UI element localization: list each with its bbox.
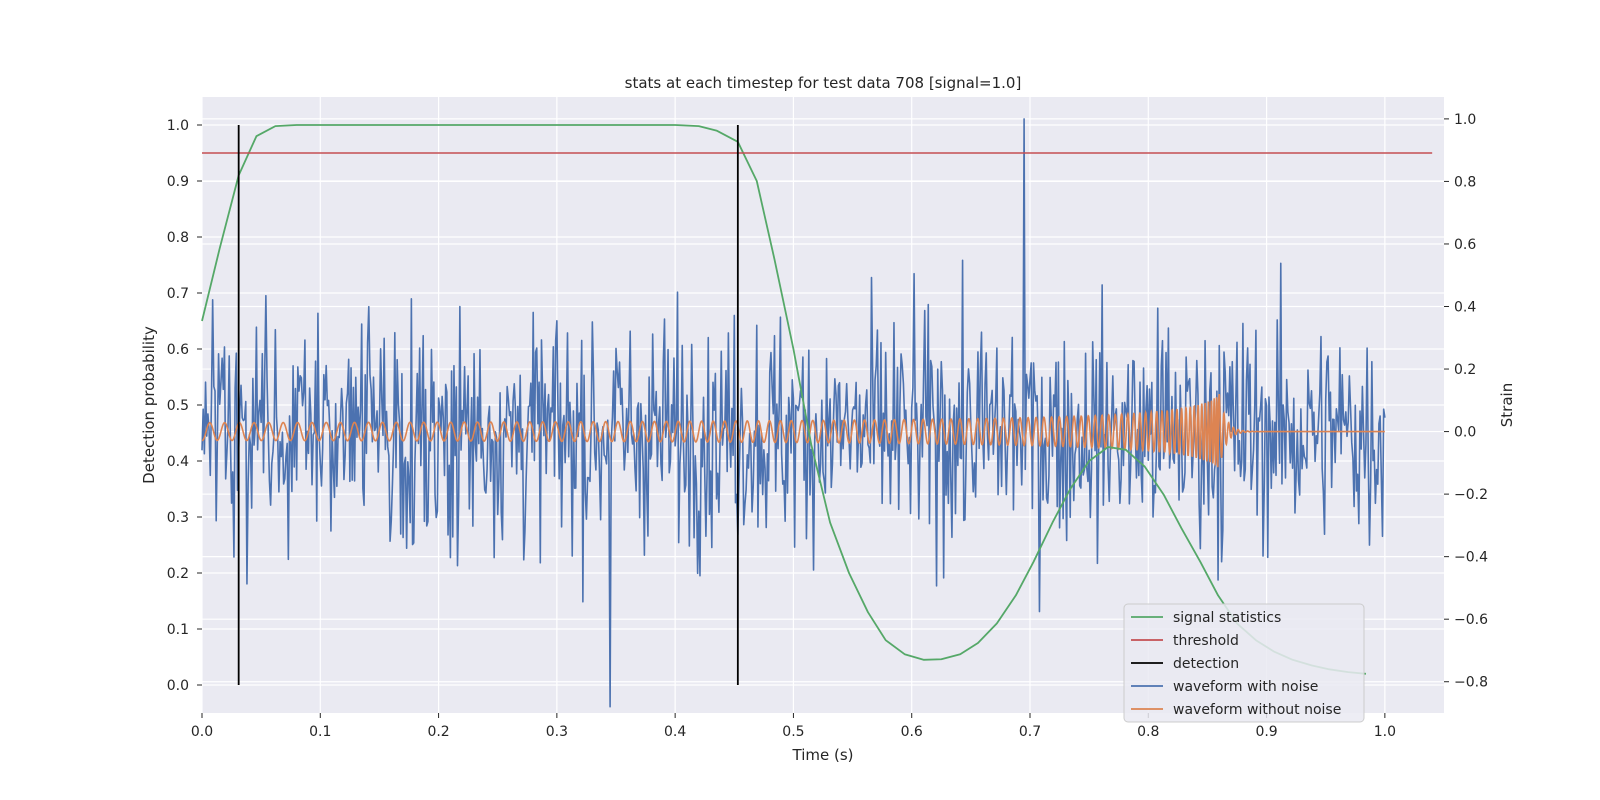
y-axis-right-label: Strain [1498, 383, 1516, 427]
y-right-tick-label: −0.2 [1454, 487, 1488, 503]
y-tick-label: 0.5 [167, 398, 189, 414]
x-tick-label: 0.0 [191, 724, 213, 740]
waveform-with-noise-layer [201, 118, 1386, 708]
legend-box [1123, 603, 1365, 723]
x-tick-label: 0.1 [309, 724, 331, 740]
waveform-without-noise-layer [201, 393, 1385, 468]
x-tick-label: 0.6 [901, 724, 923, 740]
x-tick-label: 0.9 [1255, 724, 1277, 740]
y-tick-label: 0.9 [167, 174, 189, 190]
x-tick-label: 1.0 [1374, 724, 1396, 740]
y-right-tick-label: 0.0 [1454, 425, 1476, 441]
y-tick-label: 0.8 [167, 230, 189, 246]
legend: signal statistics threshold detection wa… [1123, 603, 1365, 723]
x-tick-label: 0.5 [782, 724, 804, 740]
y-tick-label: 0.2 [167, 566, 189, 582]
legend-label-signal-statistics: signal statistics [1173, 610, 1281, 626]
y-tick-label: 0.0 [167, 678, 189, 694]
y-right-tick-label: 0.6 [1454, 237, 1476, 253]
waveform-with-noise-line [201, 118, 1386, 708]
y-tick-label: 0.3 [167, 510, 189, 526]
y-tick-label: 0.1 [167, 622, 189, 638]
x-axis-label: Time (s) [792, 746, 854, 764]
waveform-without-noise-line [201, 393, 1385, 468]
y-axis-label: Detection probability [140, 326, 158, 484]
legend-label-waveform-without-noise: waveform without noise [1173, 702, 1341, 718]
y-tick-label: 0.6 [167, 342, 189, 358]
y-right-tick-label: 0.8 [1454, 174, 1476, 190]
x-tick-label: 0.2 [427, 724, 449, 740]
x-tick-label: 0.7 [1019, 724, 1041, 740]
legend-label-detection: detection [1173, 656, 1239, 672]
chart-title: stats at each timestep for test data 708… [625, 74, 1022, 92]
y-right-tick-label: 1.0 [1454, 112, 1476, 128]
y-right-tick-label: −0.6 [1454, 612, 1488, 628]
x-tick-label: 0.4 [664, 724, 686, 740]
y-tick-label: 0.4 [167, 454, 189, 470]
y-right-tick-label: 0.4 [1454, 300, 1476, 316]
y-tick-label: 0.7 [167, 286, 189, 302]
x-tick-label: 0.8 [1137, 724, 1159, 740]
ticks: 0.0 0.1 0.2 0.3 0.4 0.5 0.6 0.7 0.8 0.9 1.0 0.0 0.1 0… [167, 112, 1488, 740]
legend-label-threshold: threshold [1173, 633, 1239, 649]
legend-label-waveform-with-noise: waveform with noise [1173, 679, 1318, 695]
x-tick-label: 0.3 [546, 724, 568, 740]
y-tick-label: 1.0 [167, 118, 189, 134]
y-right-tick-label: −0.4 [1454, 550, 1488, 566]
y-right-tick-label: −0.8 [1454, 675, 1488, 691]
y-right-tick-label: 0.2 [1454, 362, 1476, 378]
